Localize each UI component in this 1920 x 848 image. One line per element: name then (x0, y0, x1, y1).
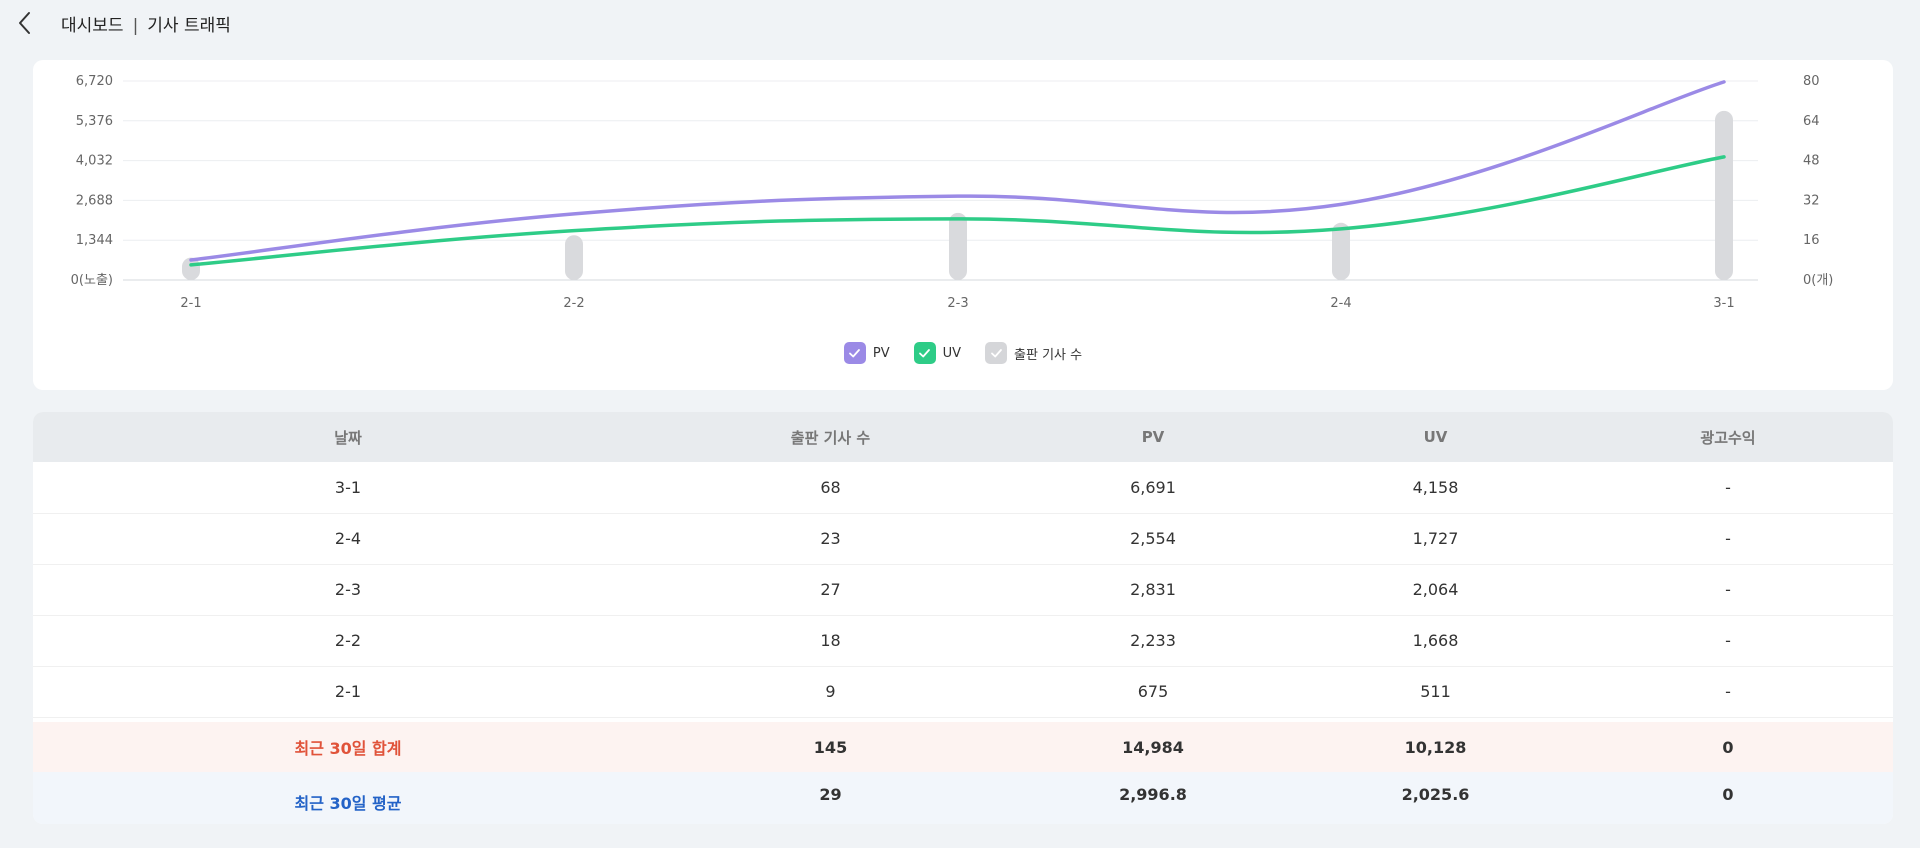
legend-pv[interactable]: PV (843, 342, 890, 364)
left-axis-tick: 4,032 (76, 154, 113, 169)
x-axis-tick: 3-1 (1713, 296, 1734, 311)
cell-articles: 23 (820, 529, 841, 548)
chart-legend: PV UV 출판 기사 수 (33, 342, 1893, 364)
cell-date: 2-1 (334, 682, 362, 701)
sum-pv: 14,984 (1122, 737, 1184, 757)
top-bar: 대시보드 | 기사 트래픽 (0, 0, 1920, 46)
cell-date: 2-2 (334, 631, 362, 650)
avg-articles: 29 (819, 784, 842, 804)
x-axis-tick: 2-4 (1330, 296, 1351, 311)
cell-ad-revenue: - (1725, 529, 1731, 548)
cell-uv: 1,668 (1412, 631, 1459, 650)
avg-pv: 2,996.8 (1119, 784, 1187, 804)
table-row: 2-3 27 2,831 2,064 - (33, 564, 1893, 616)
table-row: 2-4 23 2,554 1,727 - (33, 513, 1893, 565)
breadcrumb-current: 기사 트래픽 (147, 16, 231, 36)
series-line-uv (189, 155, 1726, 267)
header-articles: 출판 기사 수 (790, 428, 871, 447)
cell-uv: 4,158 (1412, 478, 1459, 497)
header-uv: UV (1423, 428, 1448, 446)
uv-checkbox-icon[interactable] (913, 342, 936, 364)
cell-articles: 18 (820, 631, 841, 650)
cell-pv: 2,831 (1130, 580, 1176, 599)
breadcrumb-root[interactable]: 대시보드 (61, 16, 124, 36)
traffic-table: 날짜 출판 기사 수 PV UV 광고수익 3-1 68 6,691 4,158… (33, 412, 1893, 824)
article-count-bar (565, 235, 583, 280)
article-count-bar (949, 212, 967, 280)
pv-checkbox-icon[interactable] (843, 342, 866, 364)
right-axis-tick: 0(개) (1803, 273, 1833, 288)
legend-articles-label: 출판 기사 수 (1014, 347, 1083, 363)
cell-pv: 2,233 (1130, 631, 1176, 650)
traffic-chart: 6,720 5,376 4,032 2,688 1,344 0(노출) 80 64 48 32 16… (71, 74, 1834, 311)
legend-articles[interactable]: 출판 기사 수 (985, 342, 1082, 364)
right-axis-tick: 48 (1803, 154, 1820, 169)
articles-checkbox-icon[interactable] (985, 342, 1008, 364)
right-axis-tick: 64 (1803, 114, 1820, 129)
left-axis-tick: 2,688 (76, 193, 113, 208)
summary-sum-row: 최근 30일 합계 145 14,984 10,128 0 (33, 722, 1893, 772)
table-row: 2-1 9 675 511 - (33, 666, 1893, 718)
sum-uv: 10,128 (1404, 737, 1467, 757)
header-date: 날짜 (334, 428, 362, 447)
cell-pv: 675 (1137, 682, 1169, 701)
table-header: 날짜 출판 기사 수 PV UV 광고수익 (33, 412, 1893, 462)
cell-pv: 6,691 (1130, 478, 1176, 497)
back-icon[interactable] (10, 8, 40, 38)
sum-label: 최근 30일 합계 (294, 739, 402, 758)
cell-pv: 2,554 (1130, 529, 1176, 548)
cell-ad-revenue: - (1725, 631, 1731, 650)
left-axis-tick: 1,344 (76, 233, 113, 248)
cell-uv: 2,064 (1412, 580, 1459, 599)
left-axis-tick: 0(노출) (71, 273, 113, 288)
cell-ad-revenue: - (1725, 580, 1731, 599)
legend-pv-label: PV (872, 345, 890, 361)
header-ad-revenue: 광고수익 (1700, 428, 1756, 447)
table-row: 3-1 68 6,691 4,158 - (33, 462, 1893, 514)
cell-date: 3-1 (334, 478, 362, 497)
avg-label: 최근 30일 평균 (294, 794, 402, 813)
right-axis-tick: 16 (1803, 233, 1820, 248)
sum-ad-revenue: 0 (1722, 737, 1734, 757)
right-axis-tick: 32 (1803, 193, 1820, 208)
breadcrumb-separator: | (132, 16, 139, 36)
series-line-pv (189, 80, 1726, 262)
left-axis-tick: 5,376 (76, 114, 113, 129)
article-count-bar (1715, 110, 1733, 280)
sum-articles: 145 (813, 737, 848, 757)
cell-articles: 68 (820, 478, 841, 497)
cell-ad-revenue: - (1725, 478, 1731, 497)
cell-date: 2-4 (334, 529, 362, 548)
avg-ad-revenue: 0 (1722, 784, 1734, 804)
right-axis-tick: 80 (1803, 74, 1820, 89)
table-row: 2-2 18 2,233 1,668 - (33, 615, 1893, 667)
summary-avg-row: 최근 30일 평균 29 2,996.8 2,025.6 0 (33, 772, 1893, 824)
breadcrumb: 대시보드 | 기사 트래픽 (61, 11, 231, 36)
x-axis-tick: 2-2 (563, 296, 584, 311)
cell-articles: 9 (825, 682, 836, 701)
legend-uv[interactable]: UV (913, 342, 962, 364)
header-pv: PV (1141, 428, 1165, 446)
article-count-bar (1332, 222, 1350, 280)
cell-uv: 1,727 (1412, 529, 1459, 548)
x-axis-tick: 2-1 (180, 296, 201, 311)
x-axis-tick: 2-3 (947, 296, 968, 311)
avg-uv: 2,025.6 (1401, 784, 1470, 804)
cell-articles: 27 (820, 580, 841, 599)
left-axis-tick: 6,720 (76, 74, 113, 89)
cell-uv: 511 (1420, 682, 1451, 701)
cell-date: 2-3 (334, 580, 362, 599)
legend-uv-label: UV (942, 345, 962, 361)
cell-ad-revenue: - (1725, 682, 1731, 701)
traffic-chart-card: 6,720 5,376 4,032 2,688 1,344 0(노출) 80 64 48 32 16… (33, 60, 1893, 390)
